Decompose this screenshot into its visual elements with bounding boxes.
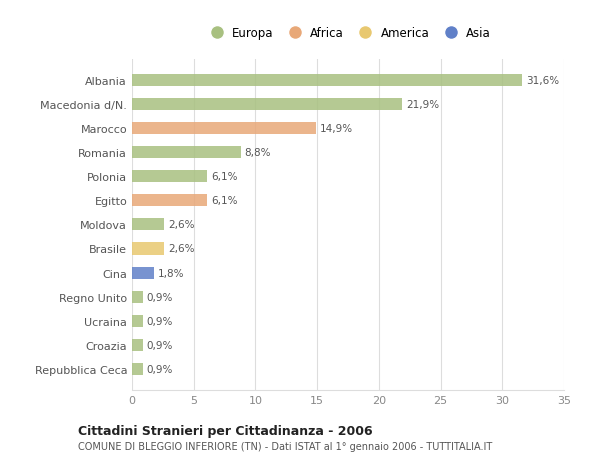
Bar [132,267,154,279]
Text: 0,9%: 0,9% [147,316,173,326]
Text: 21,9%: 21,9% [406,100,439,110]
Text: 0,9%: 0,9% [147,340,173,350]
Text: 2,6%: 2,6% [168,220,194,230]
Bar [132,243,164,255]
Bar [132,363,143,375]
Bar [132,147,241,159]
Text: 0,9%: 0,9% [147,292,173,302]
Text: 31,6%: 31,6% [526,76,559,86]
Bar [132,123,316,135]
Bar [132,75,522,87]
Bar [132,219,164,231]
Text: 8,8%: 8,8% [244,148,271,158]
Bar [132,315,143,327]
Bar [132,171,207,183]
Text: 1,8%: 1,8% [158,268,184,278]
Text: 2,6%: 2,6% [168,244,194,254]
Text: 6,1%: 6,1% [211,196,238,206]
Text: 6,1%: 6,1% [211,172,238,182]
Bar [132,99,403,111]
Text: Cittadini Stranieri per Cittadinanza - 2006: Cittadini Stranieri per Cittadinanza - 2… [78,424,373,437]
Text: 0,9%: 0,9% [147,364,173,374]
Bar [132,291,143,303]
Bar [132,339,143,351]
Text: 14,9%: 14,9% [320,124,353,134]
Text: COMUNE DI BLEGGIO INFERIORE (TN) - Dati ISTAT al 1° gennaio 2006 - TUTTITALIA.IT: COMUNE DI BLEGGIO INFERIORE (TN) - Dati … [78,441,492,451]
Legend: Europa, Africa, America, Asia: Europa, Africa, America, Asia [200,22,496,45]
Bar [132,195,207,207]
